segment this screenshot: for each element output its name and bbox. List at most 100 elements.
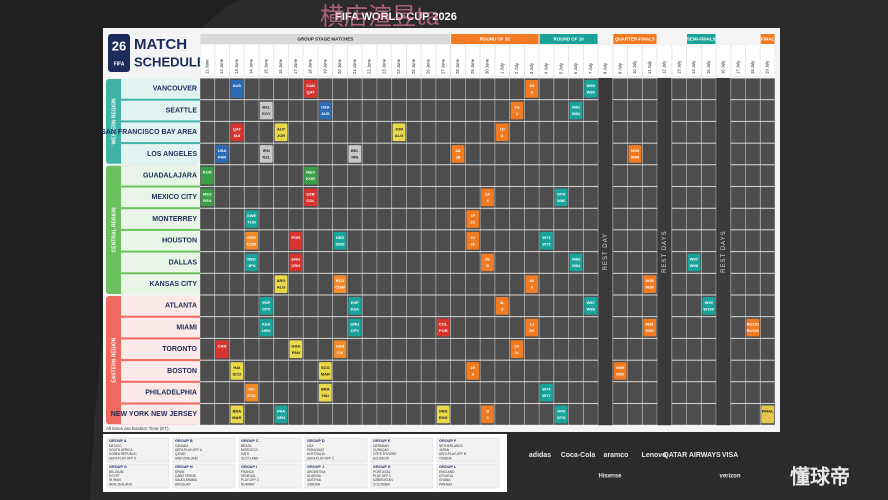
match-team: W75 [542, 241, 551, 246]
match-cell [702, 297, 716, 315]
match-team: SCO [321, 365, 330, 370]
match-cell [333, 231, 347, 250]
match-team: 1I [486, 408, 489, 413]
match-team: W93 [631, 148, 640, 153]
grid-cell [229, 317, 245, 339]
group-name: GROUP J [307, 465, 324, 469]
rest-label: REST DAY [603, 233, 609, 270]
grid-cell [273, 338, 289, 360]
match-team: NED [336, 235, 345, 240]
grid-cell [391, 251, 407, 273]
grid-cell [421, 295, 436, 317]
grid-cell [760, 78, 775, 100]
rest-label: REST DAYS [721, 230, 727, 272]
group-team: ARGENTINA [307, 470, 326, 474]
grid-cell [391, 100, 407, 122]
match-team: 2E [485, 257, 490, 262]
grid-cell [583, 273, 598, 295]
stage-label: QUARTER-FINALS [615, 37, 655, 42]
match-team: BEL [351, 148, 360, 153]
date-label: 22 June [367, 58, 372, 74]
grid-cell [760, 295, 775, 317]
match-cell [245, 383, 258, 402]
grid-cell [539, 403, 554, 425]
grid-cell [362, 143, 377, 165]
group-name: GROUP H [175, 465, 193, 469]
match-team: W78 [557, 415, 566, 420]
grid-cell [465, 251, 480, 273]
date-cell [686, 44, 702, 77]
match-cell [392, 123, 406, 142]
grid-cell [524, 403, 539, 425]
grid-cell [760, 251, 775, 273]
grid-cell [214, 360, 230, 382]
grid-cell [524, 382, 539, 404]
grid-cell [450, 251, 466, 273]
grid-cell [495, 382, 510, 404]
grid-cell [229, 295, 245, 317]
grid-cell [229, 273, 245, 295]
grid-cell [259, 382, 274, 404]
date-cell [273, 44, 289, 77]
group-team: ECUADOR [373, 456, 390, 460]
region-label: CENTRAL REGION [111, 207, 117, 252]
grid-cell [509, 208, 525, 230]
group-name: GROUP F [439, 439, 457, 443]
group-box [238, 437, 302, 463]
match-team: 2K [514, 343, 519, 348]
grid-cell [495, 165, 510, 187]
match-team: RU102 [747, 328, 760, 333]
watermark: 懂球帝 [790, 464, 850, 488]
group-team: SOUTH AFRICA [109, 448, 133, 452]
date-cell [730, 44, 746, 77]
grid-cell [583, 251, 598, 273]
match-cell [466, 210, 480, 228]
grid-cell [362, 273, 377, 295]
group-team: UZBEKISTAN [373, 478, 393, 482]
grid-cell [288, 382, 304, 404]
grid-cell [214, 251, 230, 273]
match-cell [554, 188, 568, 207]
match-cell [643, 318, 657, 337]
match-team: ALG [395, 133, 403, 138]
date-cell [362, 44, 377, 77]
match-team: KSA [351, 306, 360, 311]
grid-cell [288, 273, 304, 295]
grid-cell [450, 121, 466, 143]
grid-cell [568, 143, 584, 165]
match-team: SWE [247, 213, 256, 218]
grid-cell [421, 143, 436, 165]
match-team: 1J [530, 322, 534, 327]
match-cell [230, 405, 244, 424]
grid-cell [303, 403, 318, 425]
grid-cell [288, 403, 304, 425]
grid-cell [509, 230, 525, 252]
grid-cell [760, 360, 775, 382]
match-team: BRA [233, 408, 242, 413]
grid-cell [480, 121, 495, 143]
match-team: W82 [572, 111, 581, 116]
grid-cell [332, 403, 348, 425]
grid-cell [229, 208, 245, 230]
grid-cell [318, 186, 333, 208]
grid-cell [568, 78, 584, 100]
match-team: W85 [587, 83, 596, 88]
grid-cell [318, 317, 333, 339]
grid-cell [730, 360, 746, 382]
match-cell [318, 362, 332, 380]
grid-cell [347, 78, 363, 100]
grid-cell [200, 251, 215, 273]
grid-cell [391, 338, 407, 360]
grid-cell [730, 317, 746, 339]
group-team: ALGERIA [307, 474, 322, 478]
group-team: HAITI [241, 452, 249, 456]
group-team: SAUDI ARABIA [175, 478, 198, 482]
grid-cell [273, 186, 289, 208]
match-team: W100 [703, 306, 714, 311]
city-cell [121, 274, 200, 294]
grid-cell [539, 360, 554, 382]
match-team: W92 [646, 328, 655, 333]
grid-cell [214, 295, 230, 317]
match-team: W89 [616, 365, 625, 370]
city-cell [121, 404, 200, 425]
